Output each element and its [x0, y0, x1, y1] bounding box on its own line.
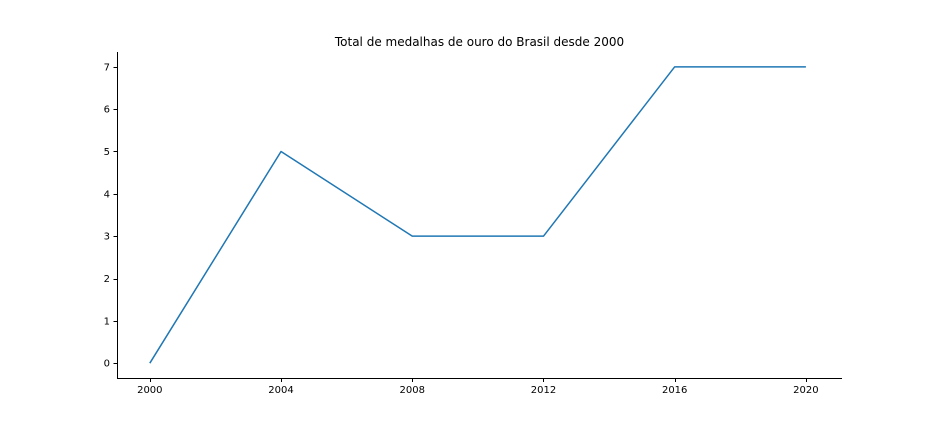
y-tick-label: 1 [104, 316, 110, 327]
x-tick-label: 2016 [662, 385, 687, 396]
y-tick-label: 5 [104, 147, 110, 158]
y-tick-label: 2 [104, 274, 110, 285]
x-tick-label: 2012 [531, 385, 556, 396]
x-tick-label: 2020 [793, 385, 818, 396]
y-tick-label: 7 [104, 62, 110, 73]
chart-title: Total de medalhas de ouro do Brasil desd… [334, 35, 624, 49]
series-group [149, 66, 806, 364]
x-axis-ticks: 2000 2004 2008 2012 2016 2020 [137, 378, 819, 396]
x-tick-label: 2008 [400, 385, 425, 396]
x-tick-label: 2000 [137, 385, 162, 396]
y-tick-label: 3 [104, 232, 110, 243]
y-tick-label: 6 [104, 105, 110, 116]
y-tick-label: 0 [104, 359, 110, 370]
series-line [149, 66, 806, 364]
y-axis-ticks: 0 1 2 3 4 5 6 7 [104, 62, 118, 370]
y-tick-label: 4 [104, 189, 110, 200]
x-tick-label: 2004 [268, 385, 293, 396]
